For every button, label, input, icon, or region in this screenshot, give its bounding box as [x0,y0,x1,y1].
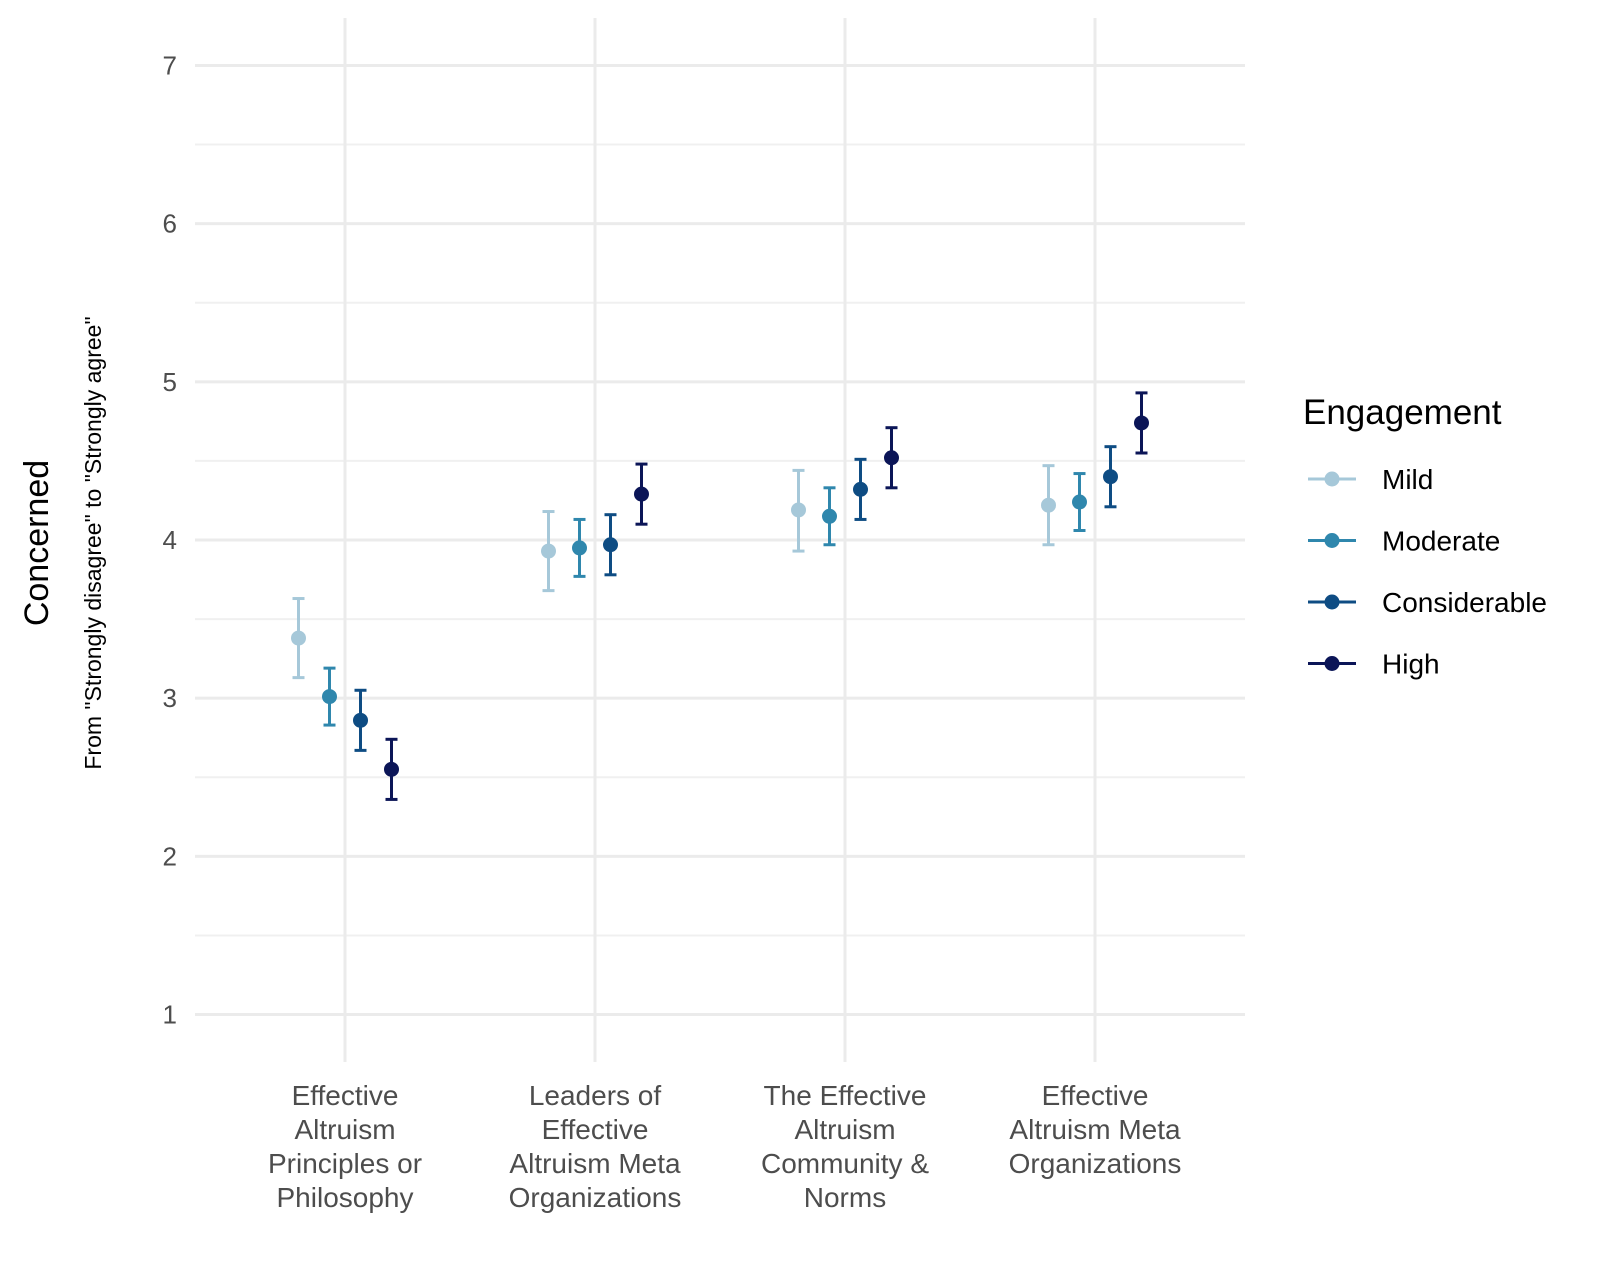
legend-label: High [1382,649,1440,680]
series-considerable [353,445,1118,752]
data-point [634,486,649,502]
legend-key-point [1324,471,1340,487]
x-tick-label-line: Community & [761,1148,929,1179]
x-tick-label-line: Principles or [268,1148,422,1179]
y-tick-label: 1 [163,1000,177,1030]
series-moderate [322,472,1087,727]
legend-label: Moderate [1382,526,1500,557]
x-tick-label: Effective Altruism Meta Organizations [1009,1080,1182,1179]
data-point [822,508,837,524]
legend-title: Engagement [1303,393,1502,432]
x-tick-label-line: Philosophy [277,1182,414,1213]
x-tick-label: Effective Altruism Principles or Philosophy [268,1080,422,1213]
legend-item-considerable: Considerable [1308,587,1547,618]
legend-label: Considerable [1382,587,1547,618]
x-tick-label-line: Organizations [509,1182,682,1213]
data-point [384,761,399,777]
y-tick-label: 5 [163,367,177,397]
legend-key-point [1324,594,1340,610]
data-point [572,540,587,556]
legend-key-point [1324,656,1340,671]
data-point [1041,497,1056,513]
legend-item-high: High [1308,649,1440,680]
legend: Engagement Mild Moderate Considerable High [1303,393,1547,680]
x-axis-ticks: Effective Altruism Principles or Philosophy… [268,1080,1181,1213]
x-tick-label-line: Effective [1042,1080,1149,1111]
data-point [853,481,868,497]
data-point [541,543,556,559]
y-tick-label: 6 [163,209,177,239]
y-tick-label: 3 [163,683,177,713]
x-tick-label: The Effective Altruism Community & Norms [761,1080,929,1213]
x-tick-label-line: Altruism [294,1114,395,1145]
x-tick-label-line: Effective [292,1080,399,1111]
legend-item-moderate: Moderate [1308,526,1500,557]
data-point [353,712,368,728]
data-point [791,502,806,518]
y-tick-label: 2 [163,841,177,871]
x-tick-label: Leaders of Effective Altruism Meta Organiza… [509,1080,682,1213]
data-point [603,537,618,553]
x-tick-label-line: Altruism [794,1114,895,1145]
series-mild [291,464,1056,680]
x-tick-label-line: Effective [542,1114,649,1145]
x-tick-label-line: Leaders of [529,1080,662,1111]
x-tick-label-line: Altruism Meta [509,1148,681,1179]
y-axis-ticks: 1 2 3 4 5 6 7 [163,50,177,1029]
x-tick-label-line: The Effective [764,1080,927,1111]
x-tick-label-line: Organizations [1009,1148,1182,1179]
legend-item-mild: Mild [1308,464,1433,495]
legend-label: Mild [1382,464,1433,495]
data-point [291,630,306,646]
gridlines [195,18,1245,1062]
x-tick-label-line: Norms [804,1182,886,1213]
data-point [884,450,899,466]
series-high [384,391,1149,801]
y-tick-label: 4 [163,525,177,555]
y-axis-subtitle: From "Strongly disagree" to "Strongly ag… [80,316,106,769]
y-tick-label: 7 [163,50,177,80]
data-marks [291,391,1149,801]
data-point [1072,494,1087,510]
data-point [322,689,337,705]
data-point [1134,415,1149,431]
x-tick-label-line: Altruism Meta [1009,1114,1181,1145]
data-point [1103,469,1118,485]
y-axis-title: Concerned [18,460,56,626]
legend-key-point [1324,533,1340,548]
